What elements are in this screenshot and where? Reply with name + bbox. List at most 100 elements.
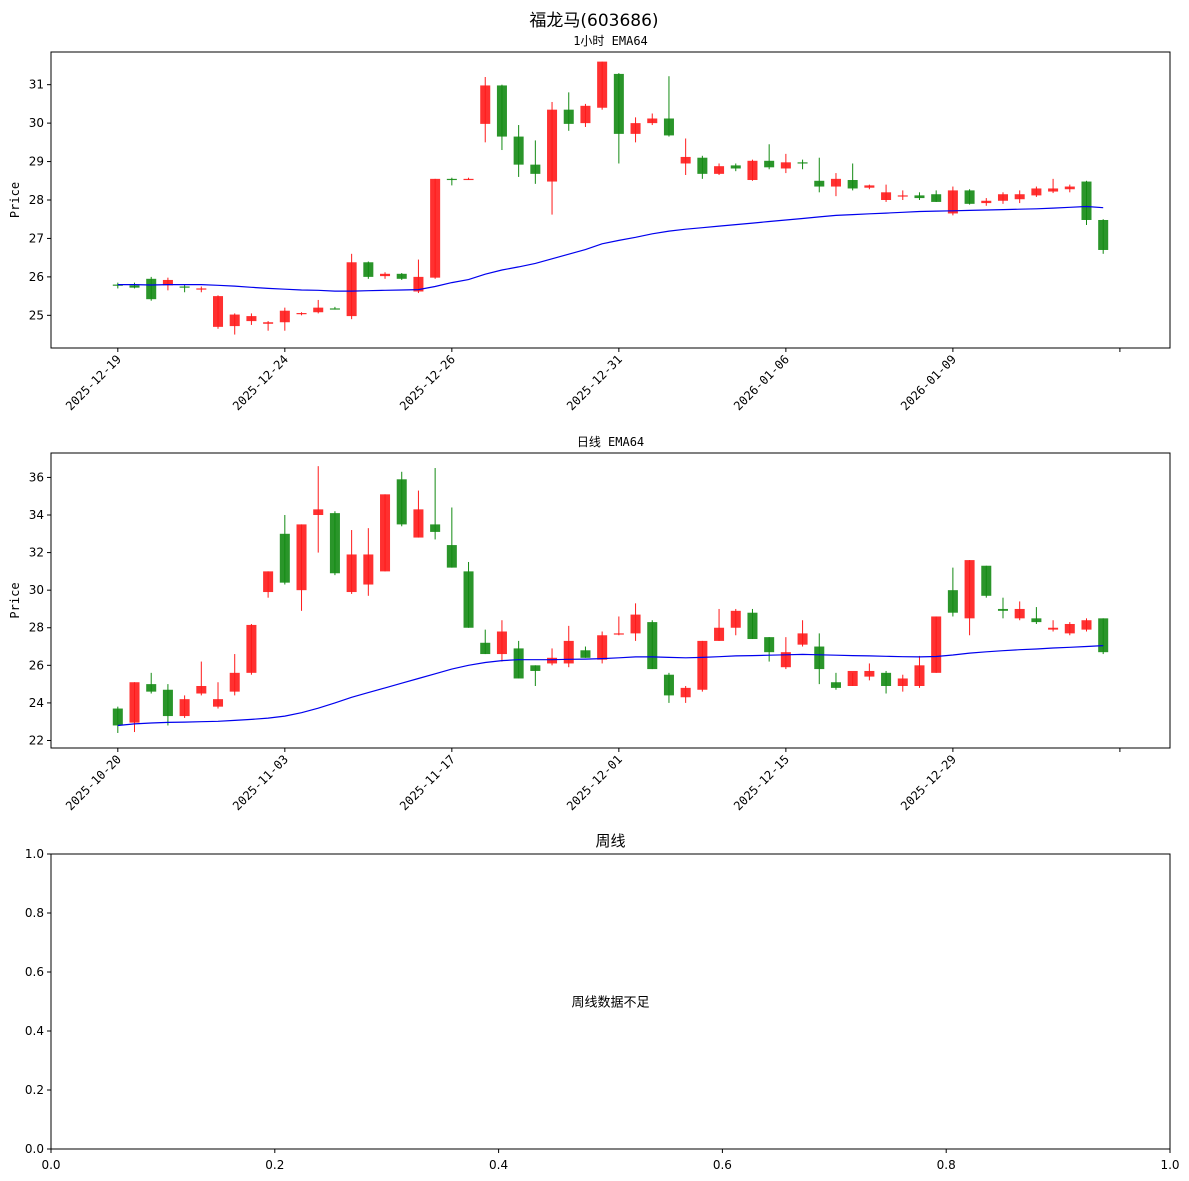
- candle-up: [914, 655, 925, 688]
- candle-body: [213, 699, 224, 707]
- y-tick-label: 1.0: [25, 847, 44, 861]
- candle-up: [547, 101, 558, 215]
- y-tick-label: 27: [29, 231, 44, 245]
- daily-chart-panel: 日线 EMA64 Price 22 24 26 28 30 32 34 36 2025-10-20 2…: [8, 435, 1171, 813]
- candle-body: [179, 699, 190, 717]
- candle-up: [496, 620, 507, 662]
- hourly-chart-panel: 1小时 EMA64 Price 25 26 27 28 29 30 31 2025-12-19 20…: [8, 34, 1171, 413]
- candle-body: [730, 165, 741, 169]
- candle-up: [413, 259, 424, 294]
- candle-body: [530, 164, 541, 174]
- candle-body: [613, 633, 624, 635]
- candle-up: [747, 159, 758, 181]
- candle-body: [680, 687, 691, 698]
- candle-body: [1014, 608, 1025, 619]
- candle-up: [246, 623, 257, 675]
- candle-body: [897, 678, 908, 686]
- candle-down: [814, 633, 825, 685]
- candle-body: [680, 156, 691, 164]
- candle-down: [580, 646, 591, 658]
- candle-body: [396, 273, 407, 279]
- candle-body: [830, 682, 841, 688]
- candle-body: [630, 614, 641, 634]
- candle-body: [797, 633, 808, 645]
- y-tick-label: 36: [29, 470, 44, 484]
- candle-up: [613, 616, 624, 636]
- candle-body: [446, 545, 457, 568]
- candle-body: [313, 509, 324, 516]
- candle-body: [1014, 194, 1025, 200]
- x-tick-label: 2026-01-09: [898, 352, 959, 413]
- candle-body: [1081, 620, 1092, 630]
- ema-line: [117, 205, 1104, 292]
- candle-up: [580, 103, 591, 127]
- candle-down: [730, 163, 741, 172]
- candle-up: [547, 648, 558, 666]
- candle-body: [947, 190, 958, 214]
- candle-body: [663, 674, 674, 696]
- plot-frame: [50, 452, 1171, 749]
- candle-body: [129, 682, 140, 723]
- x-tick-label: 2025-12-24: [230, 352, 291, 413]
- candle-up: [313, 466, 324, 553]
- no-data-message: 周线数据不足: [571, 996, 649, 1011]
- candle-up: [797, 620, 808, 647]
- candle-down: [814, 157, 825, 193]
- candle-up: [647, 113, 658, 126]
- x-tick-label: 2025-11-03: [230, 752, 291, 813]
- candle-down: [1098, 618, 1109, 655]
- candle-up: [179, 695, 190, 718]
- candle-body: [747, 160, 758, 181]
- candle-body: [112, 708, 123, 726]
- candle-body: [663, 118, 674, 136]
- candle-up: [864, 663, 875, 681]
- candle-body: [981, 200, 992, 204]
- candle-up: [830, 173, 841, 197]
- candle-body: [547, 657, 558, 664]
- candle-down: [613, 73, 624, 164]
- candle-body: [346, 262, 357, 317]
- candle-body: [496, 631, 507, 655]
- candle-body: [1048, 188, 1059, 192]
- candle-body: [146, 684, 157, 692]
- candle-body: [613, 73, 624, 134]
- candle-down: [446, 177, 457, 186]
- plot-frame: [50, 853, 1171, 1150]
- candle-down: [997, 597, 1008, 619]
- candle-down: [797, 159, 808, 170]
- candle-down: [830, 672, 841, 690]
- candle-body: [430, 524, 441, 532]
- candle-body: [196, 685, 207, 694]
- candle-body: [463, 571, 474, 628]
- candle-body: [964, 560, 975, 619]
- candle-body: [363, 554, 374, 585]
- candle-body: [396, 479, 407, 525]
- candle-down: [162, 684, 173, 726]
- candle-body: [296, 313, 307, 315]
- candle-down: [947, 567, 958, 617]
- candle-up: [162, 277, 173, 291]
- candle-down: [112, 706, 123, 733]
- candle-up: [196, 286, 207, 293]
- candle-up: [897, 190, 908, 200]
- y-tick-label: 0.2: [25, 1083, 44, 1097]
- candle-body: [463, 178, 474, 181]
- candle-down: [1098, 219, 1109, 254]
- candle-body: [597, 635, 608, 660]
- candle-up: [881, 184, 892, 202]
- candle-up: [363, 528, 374, 596]
- chart-title: 日线 EMA64: [577, 435, 644, 449]
- candle-up: [480, 76, 491, 143]
- candle-up: [997, 192, 1008, 204]
- y-tick-label: 30: [29, 583, 44, 597]
- candle-body: [814, 646, 825, 670]
- candle-body: [897, 195, 908, 197]
- candle-up: [630, 603, 641, 641]
- candle-body: [313, 307, 324, 313]
- candle-body: [964, 190, 975, 204]
- y-tick-label: 0.4: [25, 1024, 44, 1038]
- x-tick-label: 0.8: [937, 1158, 956, 1172]
- candle-body: [1064, 186, 1075, 190]
- candle-up: [714, 608, 725, 641]
